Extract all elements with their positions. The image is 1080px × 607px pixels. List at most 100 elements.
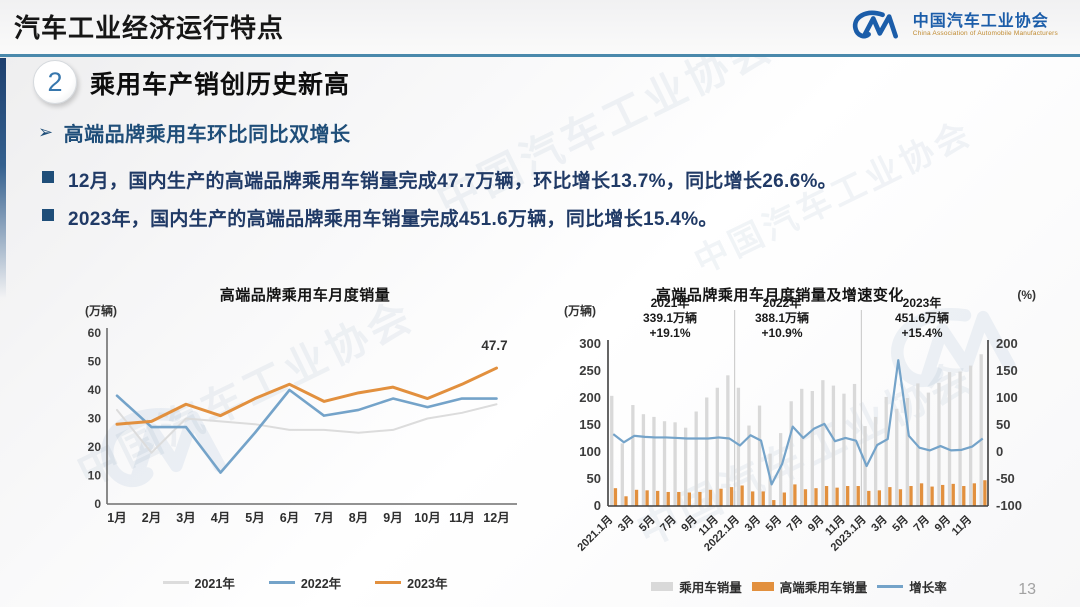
legend-item: 乘用车销量 <box>651 577 742 596</box>
svg-text:200: 200 <box>996 336 1018 351</box>
year-annotation-line: 388.1万辆 <box>754 311 810 325</box>
svg-text:7月: 7月 <box>784 513 805 534</box>
caam-logo: 中国汽车工业协会 China Association of Automobile… <box>849 8 1058 42</box>
section-subtitle-row: ➢ 高端品牌乘用车环比同比双增长 <box>38 118 351 147</box>
year-annotation-line: 2021年 <box>650 296 690 310</box>
svg-text:-100: -100 <box>996 498 1022 513</box>
svg-text:8月: 8月 <box>349 511 368 525</box>
svg-text:0: 0 <box>996 444 1003 459</box>
svg-text:2021.1月: 2021.1月 <box>575 513 616 554</box>
square-bullet-icon <box>42 171 54 183</box>
svg-text:7月: 7月 <box>314 511 333 525</box>
legend-label: 2023年 <box>407 577 448 591</box>
year-annotation-line: 2023年 <box>902 296 942 310</box>
legend-item: 高端乘用车销量 <box>751 577 868 596</box>
svg-text:12月: 12月 <box>483 511 509 525</box>
svg-text:3月: 3月 <box>742 513 763 534</box>
legend-label: 2021年 <box>194 577 235 591</box>
year-annotation-line: 339.1万辆 <box>642 311 698 325</box>
series-2023年 <box>115 366 498 426</box>
watermark-text: 中国汽车工业协会 <box>688 113 979 282</box>
page-number: 13 <box>1018 581 1036 598</box>
svg-text:10: 10 <box>88 469 102 483</box>
legend-swatch <box>162 581 189 584</box>
svg-text:200: 200 <box>579 390 601 405</box>
series-增长率 <box>612 359 984 486</box>
legend-swatch <box>877 585 904 588</box>
header-band <box>0 0 1080 54</box>
svg-text:60: 60 <box>88 326 102 340</box>
left-axis-unit-label: (万辆) <box>564 304 596 318</box>
legend-swatch <box>268 581 295 584</box>
svg-text:40: 40 <box>88 383 102 397</box>
year-annotation-line: 2022年 <box>762 296 802 310</box>
year-annotation: 2022年 388.1万辆 +10.9% <box>722 296 842 341</box>
year-annotation: 2021年 339.1万辆 +19.1% <box>610 296 730 341</box>
chart-title: 高端品牌乘用车月度销量 <box>219 287 391 304</box>
legend-label: 高端乘用车销量 <box>779 581 868 595</box>
bullet-text: 12月，国内生产的高端品牌乘用车销量完成47.7万辆，环比增长13.7%，同比增… <box>68 171 837 192</box>
svg-text:7月: 7月 <box>657 513 678 534</box>
svg-text:100: 100 <box>996 390 1018 405</box>
svg-text:100: 100 <box>579 444 601 459</box>
legend-item: 增长率 <box>877 577 947 596</box>
svg-text:300: 300 <box>579 336 601 351</box>
svg-text:1月: 1月 <box>107 511 126 525</box>
svg-text:11月: 11月 <box>449 511 475 525</box>
svg-text:2月: 2月 <box>142 511 161 525</box>
legend-swatch <box>651 582 674 591</box>
svg-text:0: 0 <box>594 498 601 513</box>
legend-swatch <box>751 582 774 591</box>
legend-item: 2021年 <box>162 573 235 592</box>
series-2021年 <box>116 403 498 454</box>
svg-text:150: 150 <box>579 417 601 432</box>
legend-item: 2022年 <box>268 573 342 592</box>
svg-text:5月: 5月 <box>245 511 264 525</box>
square-bullet-icon <box>42 209 54 221</box>
y-axis-unit-label: (万辆) <box>85 304 117 318</box>
svg-text:10月: 10月 <box>414 511 440 525</box>
right-axis-unit-label: (%) <box>1017 288 1036 302</box>
section-title: 乘用车产销创历史新高 <box>90 71 351 99</box>
legend-swatch <box>375 581 402 584</box>
year-annotation-line: +19.1% <box>649 326 691 340</box>
section-number: 2 <box>47 66 63 97</box>
bullet-item: 12月，国内生产的高端品牌乘用车销量完成47.7万辆，环比增长13.7%，同比增… <box>42 166 837 193</box>
svg-text:5月: 5月 <box>636 513 657 534</box>
svg-text:4月: 4月 <box>211 511 230 525</box>
chart-panel-sales-and-growth: 高端品牌乘用车月度销量及增速变化 (万辆) (%) 0 50 100 150 200 25… <box>560 280 1038 605</box>
svg-text:-50: -50 <box>996 471 1015 486</box>
header-divider <box>0 54 1080 57</box>
legend-label: 乘用车销量 <box>679 581 742 595</box>
svg-text:0: 0 <box>94 497 101 511</box>
legend-item: 2023年 <box>375 573 447 592</box>
svg-text:3月: 3月 <box>176 511 195 525</box>
svg-text:30: 30 <box>88 412 102 426</box>
svg-text:50: 50 <box>88 355 102 369</box>
section-subtitle: 高端品牌乘用车环比同比双增长 <box>63 124 351 146</box>
legend-label: 增长率 <box>909 581 947 595</box>
chart-panel-monthly-sales: 高端品牌乘用车月度销量 (万辆) 0 10 20 30 40 50 60 1月 2月 3月 4月 5月… <box>75 280 535 605</box>
data-label: 47.7 <box>481 338 507 353</box>
year-annotation: 2023年 451.6万辆 +15.4% <box>862 296 982 341</box>
svg-text:50: 50 <box>587 471 601 486</box>
logo-subtitle: China Association of Automobile Manufact… <box>912 30 1058 38</box>
arrow-bullet-icon: ➢ <box>38 122 54 142</box>
left-accent-bar <box>0 58 6 298</box>
legend-label: 2022年 <box>300 577 342 591</box>
svg-text:5月: 5月 <box>890 513 911 534</box>
svg-text:3月: 3月 <box>869 513 890 534</box>
line-chart: 0 10 20 30 40 50 60 1月 2月 3月 4月 5月 6月 7月 8月 9月 10月 11月 12月… <box>88 326 517 525</box>
svg-text:5月: 5月 <box>763 513 784 534</box>
bullet-text: 2023年，国内生产的高端品牌乘用车销量完成451.6万辆，同比增长15.4%。 <box>68 209 718 230</box>
logo-name: 中国汽车工业协会 <box>912 12 1049 30</box>
svg-text:150: 150 <box>996 363 1018 378</box>
svg-text:9月: 9月 <box>383 511 402 525</box>
svg-text:20: 20 <box>88 440 102 454</box>
svg-text:11月: 11月 <box>949 513 974 538</box>
svg-text:7月: 7月 <box>911 513 932 534</box>
chart-legend: 2021年 2022年 2023年 <box>75 573 535 592</box>
svg-text:6月: 6月 <box>280 511 299 525</box>
year-annotation-line: +10.9% <box>761 326 803 340</box>
svg-text:50: 50 <box>996 417 1010 432</box>
